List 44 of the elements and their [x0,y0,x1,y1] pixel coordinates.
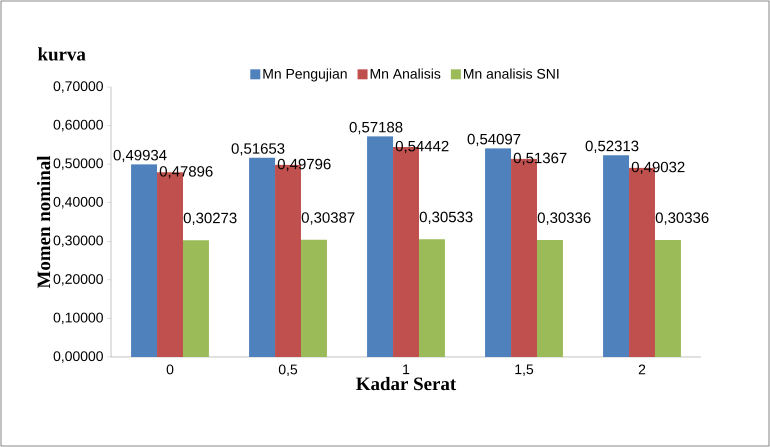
x-tick-label: 0,5 [278,364,298,376]
x-tick-label: 2 [638,364,646,374]
data-label: 0,30533 [420,212,473,224]
legend-label: Mn analisis SNI [464,68,558,79]
chart-title: kurva [38,47,86,61]
data-label: 0,51653 [232,143,284,156]
data-label: 0,54442 [396,140,448,154]
legend-label: Mn Pengujian [263,68,347,82]
y-tick-label: 0,50000 [54,158,103,170]
data-label: 0,49934 [114,150,167,162]
bar [300,240,327,357]
y-tick-label: 0,70000 [54,81,103,93]
data-label: 0,57188 [350,122,402,134]
data-label: 0,30273 [184,212,237,226]
bar [654,240,681,357]
x-tick-label: 1,5 [515,364,534,376]
x-tick-label: 0 [166,364,174,374]
y-tick-label: 0,30000 [54,236,103,248]
bar [182,240,209,357]
legend-label: Mn Analisis [370,68,440,79]
x-axis-title: Kadar Serat [356,376,456,390]
bar [603,155,630,357]
data-label: 0,30387 [302,212,354,225]
bar [367,136,394,357]
data-label: 0,30336 [538,212,591,225]
data-label: 0,52313 [586,140,638,154]
data-label: 0,49032 [632,162,684,174]
data-label: 0,54097 [468,134,520,146]
bar [131,164,158,357]
bar [249,158,276,357]
y-tick-label: 0,10000 [54,312,103,324]
data-label: 0,49796 [278,158,331,172]
y-tick-label: 0,20000 [54,274,103,286]
data-label: 0,51367 [514,152,566,166]
data-label: 0,30336 [656,212,709,225]
bar [418,239,445,357]
bar [536,240,563,357]
y-axis-title: Momen nominal [36,156,50,288]
y-tick-label: 0,60000 [54,120,103,132]
y-tick-label: 0,00000 [54,351,103,363]
bar [485,148,512,357]
data-label: 0,47896 [160,166,213,178]
x-tick-label: 1 [403,364,410,374]
y-tick-label: 0,40000 [54,196,103,208]
